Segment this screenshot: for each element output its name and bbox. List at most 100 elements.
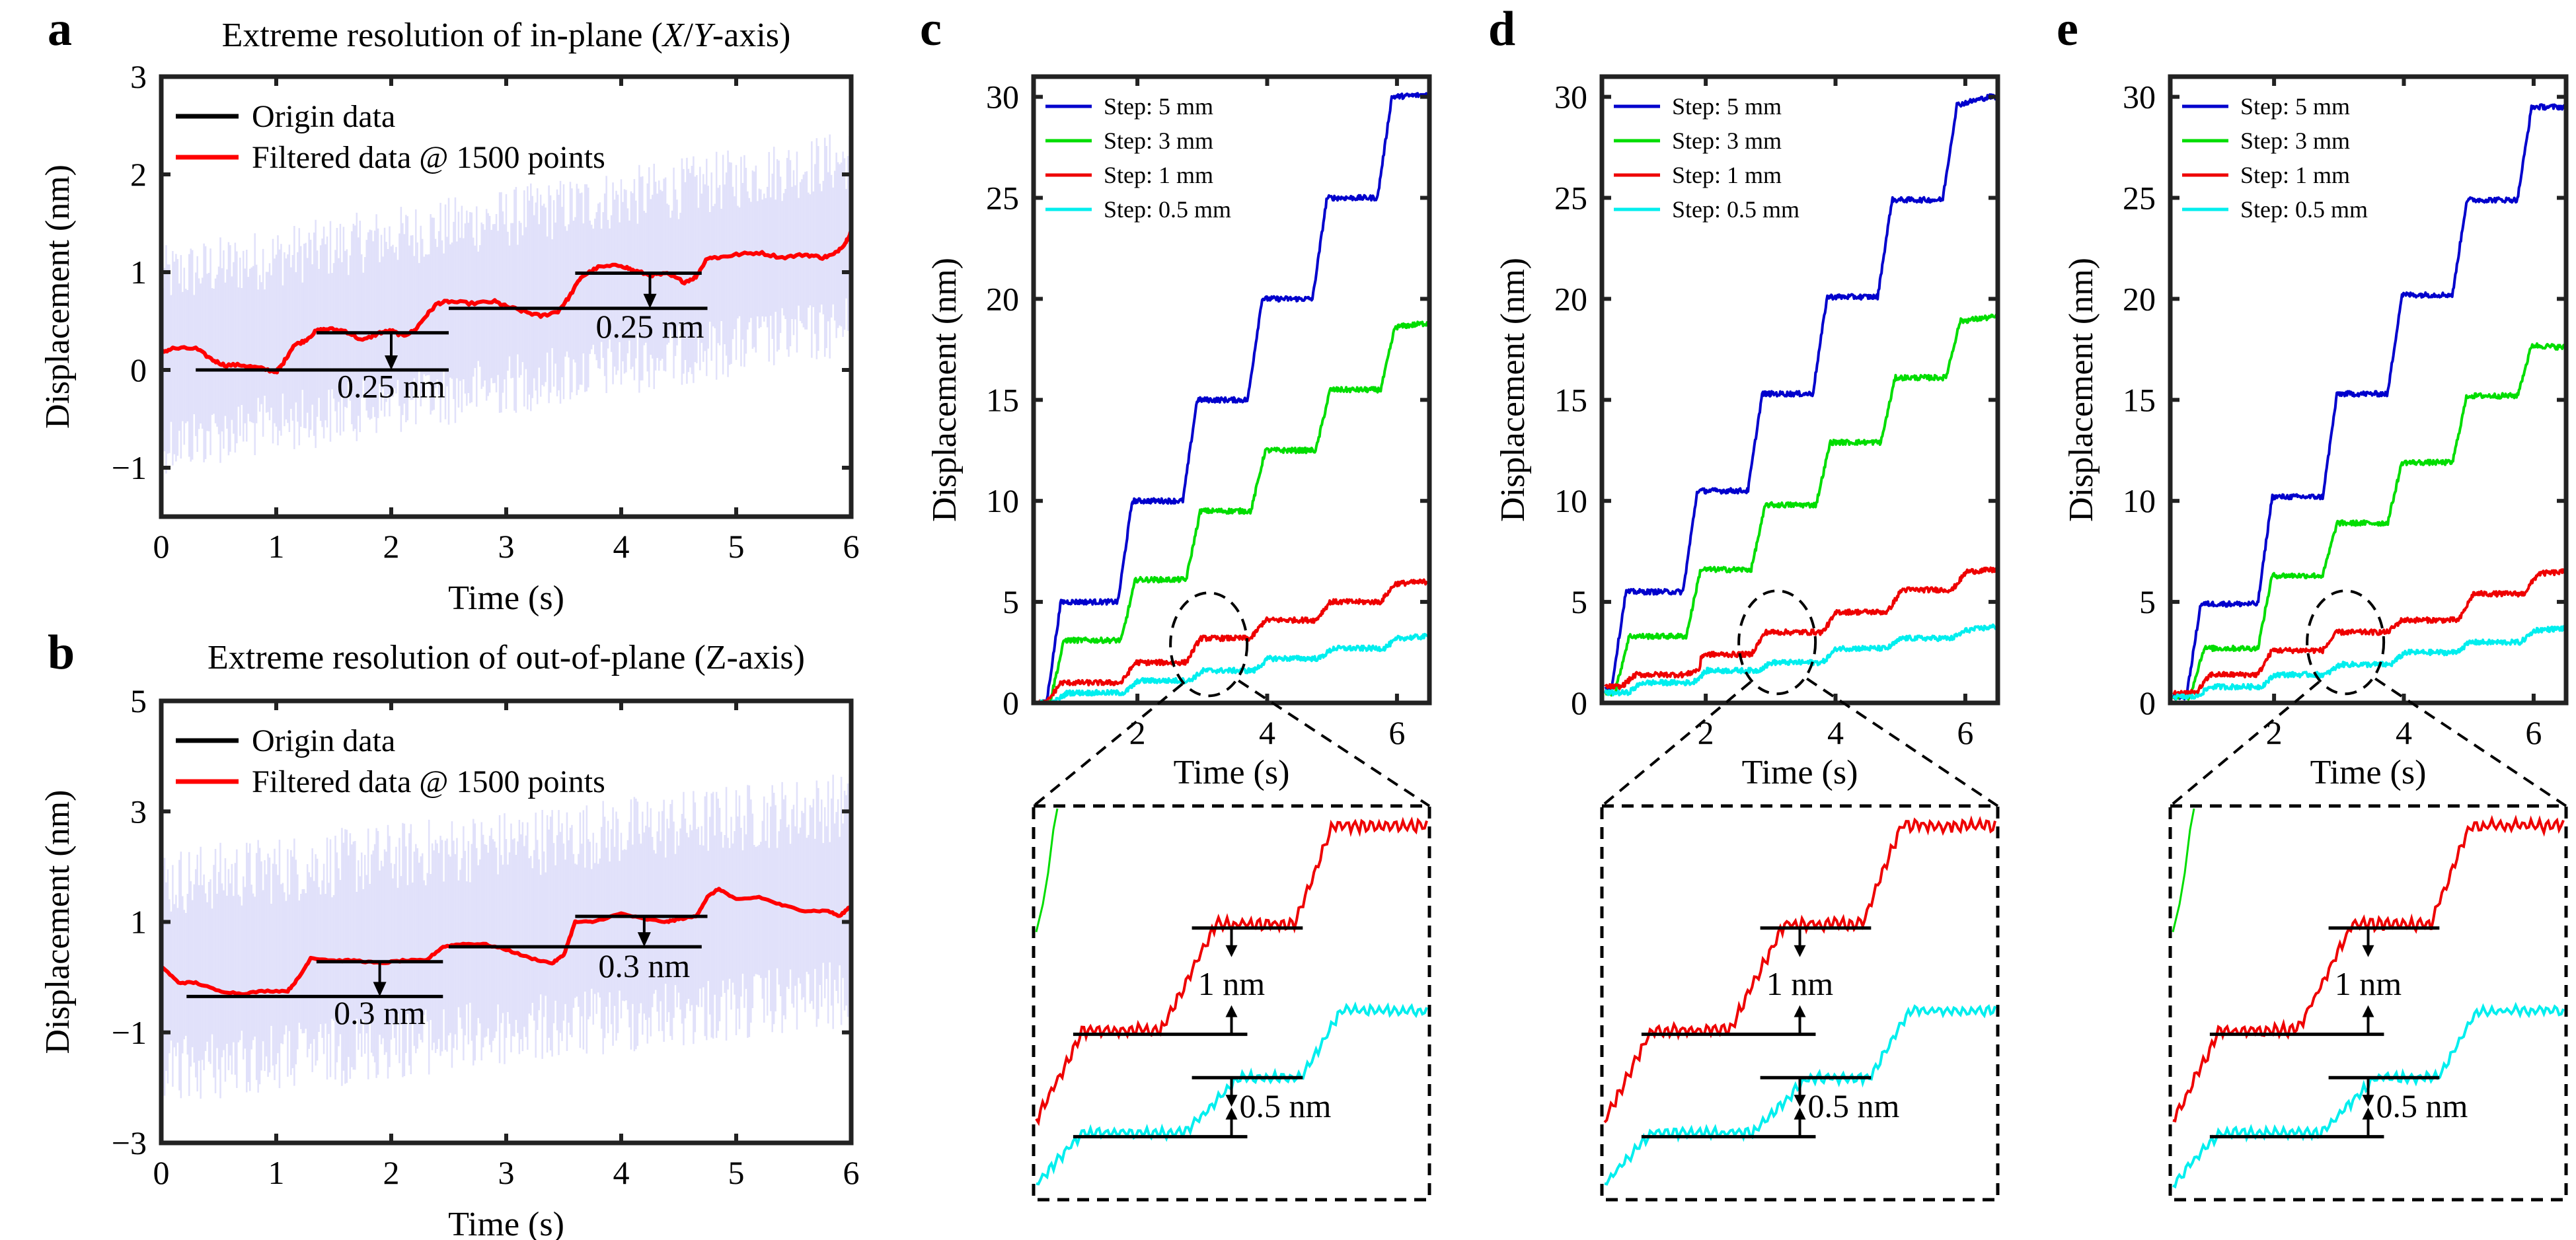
- title-part: -axis): [712, 17, 790, 54]
- arrow-down-icon: [637, 932, 651, 947]
- x-tick-label: 6: [2525, 714, 2542, 751]
- legend-entry: Step: 5 mm: [1104, 93, 1213, 120]
- y-tick-label: 15: [2123, 381, 2156, 418]
- x-tick-label: 4: [1827, 714, 1844, 751]
- axes-frame: [1031, 74, 1432, 706]
- x-tick-label: 6: [1957, 714, 1973, 751]
- x-axis-label: Time (s): [448, 579, 564, 617]
- axes-frame: [1599, 74, 2000, 706]
- x-tick-label: 1: [268, 528, 285, 565]
- panel-d: d 2 4 6 0 5 10 15 20 25 30 Time (s) Displacement (nm…: [1488, 2, 2000, 1202]
- series-line-step-3-mm: [1605, 313, 1998, 697]
- x-tick-label: 4: [613, 528, 630, 565]
- legend-entry: Step: 1 mm: [1672, 162, 1782, 188]
- x-tick-label: 0: [153, 1154, 170, 1191]
- plot-area: [161, 774, 851, 1099]
- panel-letter: b: [48, 626, 75, 680]
- y-tick-label: 10: [1554, 482, 1587, 519]
- chart-title: Extreme resolution of in-plane (X/Y-axis…: [222, 17, 791, 54]
- annotation-label: 0.25 nm: [337, 367, 445, 404]
- y-tick-label: 5: [2139, 583, 2156, 620]
- zoom-connector: [2169, 680, 2320, 807]
- y-axis-label: Displacement (nm): [39, 164, 77, 429]
- legend-entry: Origin data: [252, 99, 395, 134]
- inset-annotation-label: 0.5 nm: [1807, 1087, 1899, 1124]
- series-line-step-1-mm: [1037, 578, 1429, 703]
- inset-trace-step-3-mm: [2172, 808, 2195, 933]
- zoom-connector: [1238, 679, 1431, 807]
- legend-entry: Step: 5 mm: [1672, 93, 1782, 120]
- legend-entry: Step: 3 mm: [2240, 128, 2350, 154]
- legend-entry: Filtered data @ 1500 points: [252, 140, 605, 175]
- series-line-step-0-5-mm: [1036, 632, 1429, 703]
- panel-letter: c: [920, 2, 942, 56]
- x-tick-label: 2: [1129, 714, 1146, 751]
- x-tick-label: 2: [1698, 714, 1714, 751]
- x-tick-label: 3: [498, 1154, 515, 1191]
- series-line-filtered-data-1500-points: [161, 230, 851, 375]
- legend-entry: Filtered data @ 1500 points: [252, 764, 605, 799]
- y-tick-label: 2: [130, 156, 147, 193]
- x-tick-label: 5: [728, 528, 745, 565]
- panel-c: c 2 4 6 0 5 10 15 20 25 30 Time (s) Displacement (nm…: [920, 2, 1432, 1202]
- zoom-connector: [1032, 682, 1184, 807]
- inset-annotation-label: 0.5 nm: [2376, 1087, 2468, 1124]
- plot-area: [2172, 103, 2566, 701]
- panel-letter: a: [48, 2, 72, 56]
- y-tick-label: 5: [130, 682, 147, 719]
- y-tick-label: 0: [130, 351, 147, 388]
- y-tick-label: 0: [1003, 684, 1019, 721]
- title-part: Extreme resolution of out-of-plane (: [208, 639, 706, 676]
- title-part: Y: [693, 17, 716, 54]
- legend-entry: Step: 5 mm: [2240, 93, 2350, 120]
- series-line-step-3-mm: [1036, 320, 1429, 703]
- x-tick-label: 4: [1259, 714, 1275, 751]
- series-line-step-5-mm: [1036, 92, 1429, 703]
- x-tick-label: 0: [153, 528, 170, 565]
- arrow-up-icon: [2362, 1005, 2374, 1017]
- y-tick-label: 30: [1554, 79, 1587, 116]
- title-part: X: [662, 17, 685, 54]
- series-line-step-5-mm: [2172, 103, 2566, 701]
- y-tick-label: 30: [986, 79, 1019, 116]
- legend-entry: Step: 0.5 mm: [2240, 196, 2368, 223]
- series-line-step-1-mm: [1604, 566, 1998, 691]
- x-tick-label: 1: [268, 1154, 285, 1191]
- x-tick-label: 6: [1388, 714, 1405, 751]
- x-axis-label: Time (s): [2310, 754, 2427, 791]
- x-axis-label: Time (s): [1174, 754, 1290, 791]
- legend-entry: Step: 0.5 mm: [1104, 196, 1231, 223]
- arrow-down-icon: [373, 982, 387, 997]
- y-tick-label: 10: [986, 482, 1019, 519]
- y-tick-label: 3: [130, 793, 147, 830]
- series-line-step-5-mm: [1604, 93, 1998, 690]
- series-line-step-3-mm: [2172, 342, 2566, 701]
- y-axis-label: Displacement (nm): [1494, 258, 1532, 522]
- inset-frame: [2168, 804, 2568, 1202]
- inset-frame: [1600, 804, 2000, 1202]
- legend-entry: Step: 1 mm: [2240, 162, 2350, 188]
- arrow-down-icon: [1794, 1095, 1806, 1107]
- title-part: -axis): [727, 639, 805, 676]
- arrow-up-icon: [1794, 1005, 1806, 1017]
- series-line-filtered-data-1500-points: [161, 887, 851, 996]
- legend-entry: Step: 3 mm: [1104, 128, 1213, 154]
- panel-b: b Extreme resolution of out-of-plane (Z-a…: [39, 626, 860, 1240]
- y-axis-label: Displacement (nm): [39, 790, 77, 1054]
- zoom-circle: [1169, 591, 1249, 698]
- series-line-step-0-5-mm: [2172, 624, 2566, 701]
- y-tick-label: 1: [130, 254, 147, 291]
- y-tick-label: −3: [112, 1124, 147, 1161]
- zoom-circle: [1737, 589, 1817, 696]
- y-tick-label: 0: [1571, 684, 1587, 721]
- inset-annotation-label: 0.5 nm: [1239, 1087, 1331, 1124]
- panel-a: a Extreme resolution of in-plane (X/Y-axi…: [39, 2, 860, 617]
- series-line-step-0-5-mm: [1603, 623, 1998, 697]
- inset-trace-step-3-mm: [1035, 808, 1059, 933]
- y-tick-label: 20: [1554, 280, 1587, 317]
- y-tick-label: 15: [986, 381, 1019, 418]
- arrow-up-icon: [2362, 1107, 2374, 1120]
- y-tick-label: 0: [2139, 684, 2156, 721]
- x-tick-label: 3: [498, 528, 515, 565]
- legend-entry: Step: 0.5 mm: [1672, 196, 1799, 223]
